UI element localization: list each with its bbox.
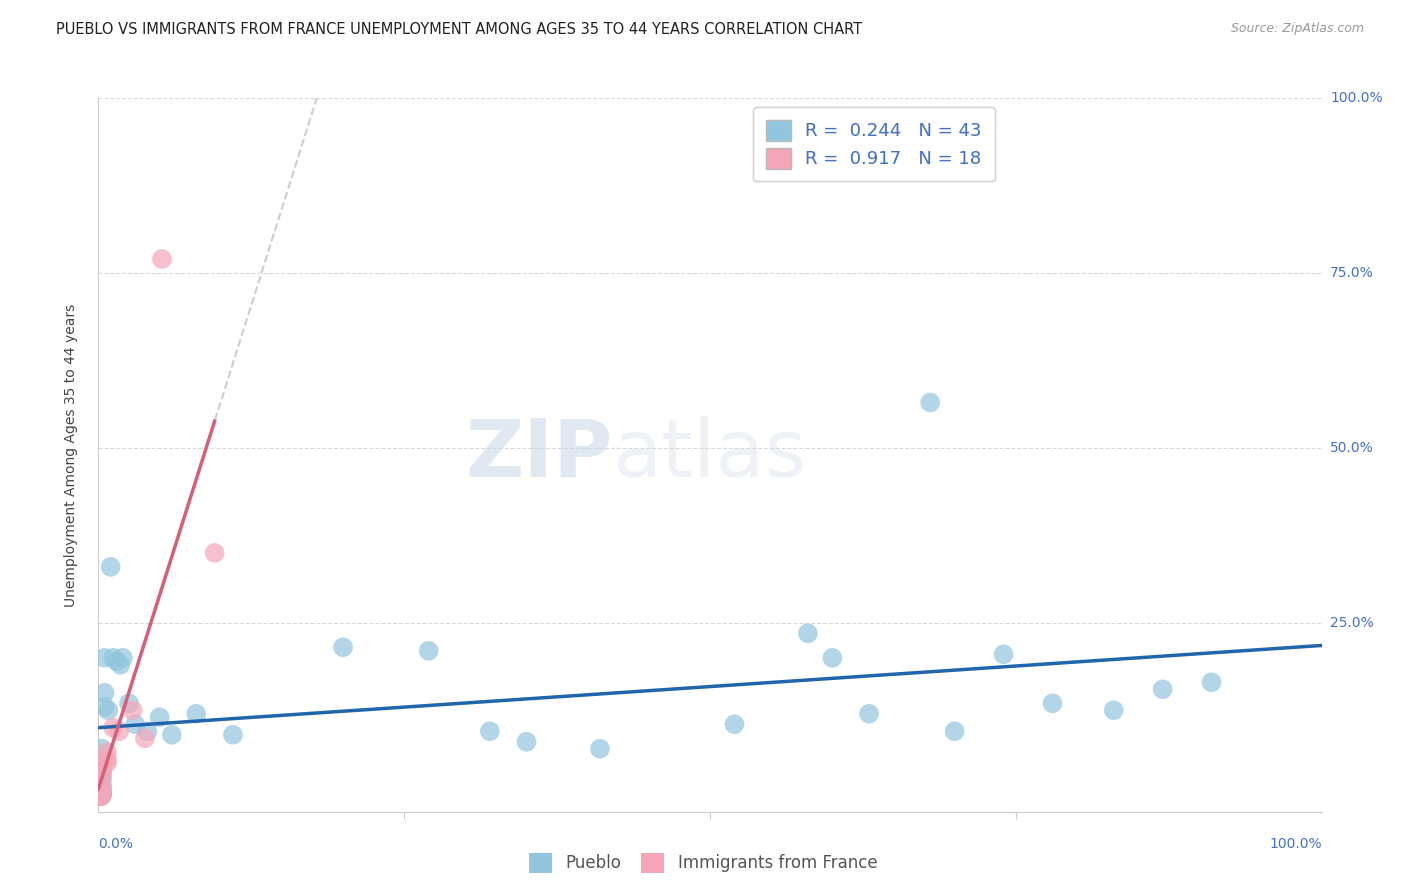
Point — [90, 789, 112, 803]
Point — [91, 770, 114, 784]
Text: 50.0%: 50.0% — [1330, 441, 1374, 455]
Point — [1152, 682, 1174, 697]
Point — [858, 706, 880, 721]
Point — [797, 626, 820, 640]
Point — [90, 789, 112, 803]
Text: 100.0%: 100.0% — [1330, 91, 1382, 105]
Point — [101, 721, 124, 735]
Point — [91, 763, 114, 777]
Point — [97, 703, 120, 717]
Point — [222, 728, 245, 742]
Point — [124, 717, 146, 731]
Point — [91, 756, 114, 770]
Point — [821, 650, 844, 665]
Text: ZIP: ZIP — [465, 416, 612, 494]
Point — [121, 703, 143, 717]
Text: 75.0%: 75.0% — [1330, 266, 1374, 280]
Point — [1201, 675, 1223, 690]
Point — [478, 724, 501, 739]
Point — [90, 789, 112, 803]
Text: 100.0%: 100.0% — [1270, 837, 1322, 851]
Point — [134, 731, 156, 746]
Text: 25.0%: 25.0% — [1330, 615, 1374, 630]
Point — [993, 648, 1015, 662]
Point — [943, 724, 966, 739]
Point — [91, 780, 114, 795]
Point — [90, 789, 112, 804]
Point — [93, 699, 115, 714]
Point — [332, 640, 354, 655]
Point — [136, 724, 159, 739]
Point — [1042, 696, 1064, 710]
Point — [91, 785, 114, 799]
Point — [515, 735, 537, 749]
Point — [90, 789, 112, 804]
Point — [418, 644, 440, 658]
Point — [96, 752, 118, 766]
Legend: R =  0.244   N = 43, R =  0.917   N = 18: R = 0.244 N = 43, R = 0.917 N = 18 — [754, 107, 994, 181]
Text: atlas: atlas — [612, 416, 807, 494]
Point — [90, 789, 112, 803]
Point — [91, 780, 114, 795]
Point — [96, 745, 118, 759]
Point — [204, 546, 226, 560]
Point — [118, 696, 141, 710]
Point — [920, 395, 942, 409]
Point — [91, 741, 114, 756]
Point — [110, 657, 132, 672]
Y-axis label: Unemployment Among Ages 35 to 44 years: Unemployment Among Ages 35 to 44 years — [63, 303, 77, 607]
Point — [1102, 703, 1125, 717]
Point — [90, 785, 112, 799]
Text: 0.0%: 0.0% — [98, 837, 134, 851]
Point — [149, 710, 172, 724]
Point — [111, 650, 134, 665]
Point — [723, 717, 745, 731]
Point — [93, 650, 115, 665]
Point — [91, 773, 114, 788]
Text: PUEBLO VS IMMIGRANTS FROM FRANCE UNEMPLOYMENT AMONG AGES 35 TO 44 YEARS CORRELAT: PUEBLO VS IMMIGRANTS FROM FRANCE UNEMPLO… — [56, 22, 862, 37]
Text: Source: ZipAtlas.com: Source: ZipAtlas.com — [1230, 22, 1364, 36]
Point — [150, 252, 173, 266]
Point — [101, 650, 124, 665]
Point — [93, 686, 115, 700]
Point — [105, 654, 128, 668]
Legend: Pueblo, Immigrants from France: Pueblo, Immigrants from France — [522, 847, 884, 880]
Point — [96, 756, 118, 770]
Point — [91, 766, 114, 780]
Point — [100, 559, 122, 574]
Point — [108, 724, 131, 739]
Point — [90, 788, 112, 802]
Point — [589, 741, 612, 756]
Point — [186, 706, 208, 721]
Point — [91, 785, 114, 799]
Point — [91, 787, 114, 801]
Point — [91, 789, 114, 803]
Point — [160, 728, 183, 742]
